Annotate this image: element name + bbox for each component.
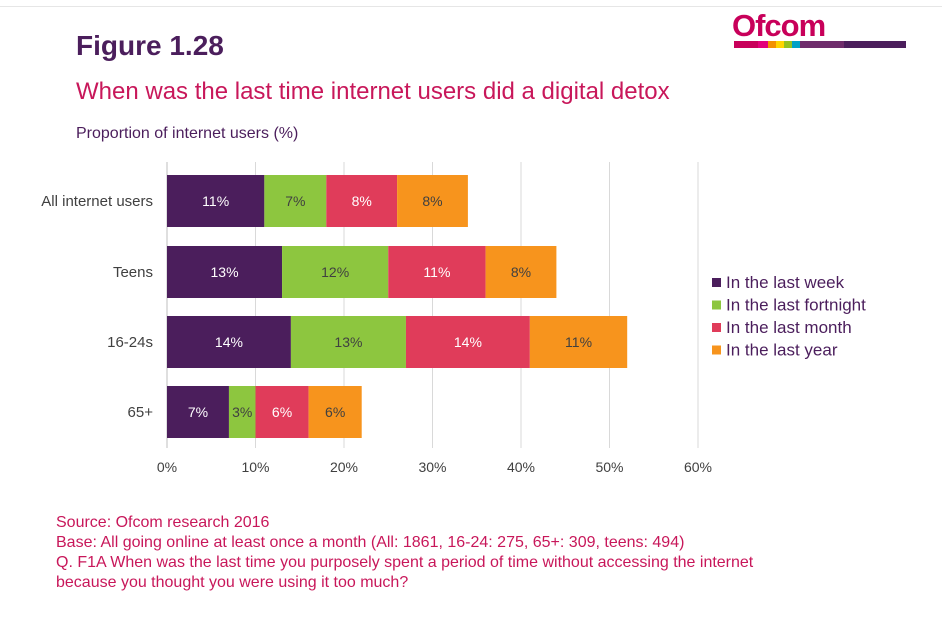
ofcom-logo: Ofcom	[732, 8, 826, 43]
bar-segment	[282, 246, 389, 298]
data-label: 6%	[325, 404, 345, 420]
data-label: 13%	[211, 264, 239, 280]
bar-segment	[255, 386, 309, 438]
data-label: 8%	[422, 193, 442, 209]
legend-label: In the last year	[726, 341, 838, 360]
data-label: 7%	[285, 193, 305, 209]
bar-segment	[167, 246, 283, 298]
legend-swatch	[712, 323, 721, 332]
logo-strip-segment	[758, 41, 768, 48]
category-label: Teens	[113, 264, 153, 281]
logo-strip-segment	[768, 41, 776, 48]
chart-title: When was the last time internet users di…	[76, 78, 670, 105]
source-notes: Source: Ofcom research 2016 Base: All go…	[56, 513, 753, 593]
logo-strip-segment	[784, 41, 792, 48]
data-label: 11%	[565, 334, 592, 350]
source-line: Source: Ofcom research 2016	[56, 514, 270, 531]
logo-strip-segment	[734, 41, 758, 48]
logo-strip-segment	[800, 41, 844, 48]
question-line-1: Q. F1A When was the last time you purpos…	[56, 554, 754, 571]
category-label: 16-24s	[107, 334, 153, 351]
bar-segment	[167, 316, 291, 368]
data-label: 14%	[215, 334, 243, 350]
legend-label: In the last fortnight	[726, 296, 866, 315]
data-label: 14%	[454, 334, 482, 350]
bar-segment	[228, 386, 256, 438]
x-tick-label: 20%	[330, 459, 358, 475]
logo-color-strip	[734, 41, 906, 48]
data-label: 6%	[272, 404, 292, 420]
logo-strip-segment	[792, 41, 800, 48]
bar-segment	[388, 246, 486, 298]
chart-subtitle: Proportion of internet users (%)	[76, 125, 299, 142]
data-label: 13%	[334, 334, 362, 350]
category-label: All internet users	[41, 193, 153, 210]
x-tick-label: 50%	[595, 459, 623, 475]
legend-swatch	[712, 300, 721, 310]
bar-segment	[167, 175, 265, 227]
base-line: Base: All going online at least once a m…	[56, 534, 685, 551]
legend-swatch	[712, 278, 721, 287]
question-line-2: because you thought you were using it to…	[56, 574, 409, 591]
bar-segment	[167, 386, 229, 438]
data-label: 8%	[352, 193, 372, 209]
x-tick-label: 60%	[684, 459, 712, 475]
data-label: 7%	[188, 404, 208, 420]
x-tick-label: 0%	[157, 459, 177, 475]
data-label: 11%	[423, 264, 450, 280]
bar-segment	[326, 175, 398, 227]
bar-segment	[405, 316, 530, 368]
x-tick-label: 40%	[507, 459, 535, 475]
bar-segment	[264, 175, 327, 227]
x-tick-label: 30%	[418, 459, 446, 475]
data-label: 8%	[511, 264, 531, 280]
legend-swatch	[712, 345, 721, 355]
logo-strip-segment	[776, 41, 784, 48]
legend-label: In the last month	[726, 318, 852, 337]
figure-label: Figure 1.28	[76, 30, 224, 61]
legend-label: In the last week	[726, 273, 845, 292]
data-label: 3%	[232, 404, 252, 420]
bar-segment	[485, 246, 557, 298]
category-label: 65+	[128, 404, 154, 421]
data-label: 12%	[321, 264, 349, 280]
bar-segment	[290, 316, 406, 368]
top-rule	[0, 6, 942, 7]
bar-segment	[308, 386, 362, 438]
logo-strip-segment	[844, 41, 906, 48]
data-label: 11%	[202, 193, 229, 209]
bar-segment	[397, 175, 468, 227]
x-tick-label: 10%	[241, 459, 269, 475]
bar-segment	[529, 316, 628, 368]
